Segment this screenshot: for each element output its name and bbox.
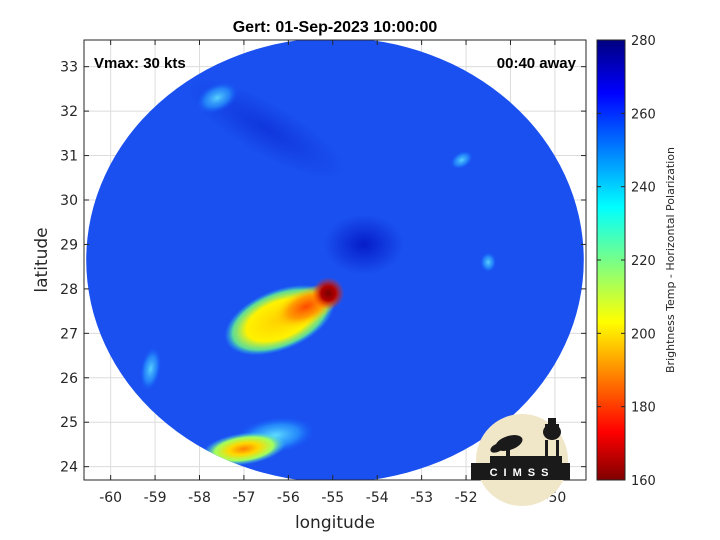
colorbar-tick-label: 220	[631, 254, 656, 269]
logo-banner	[471, 463, 570, 480]
y-axis-label: latitude	[32, 227, 52, 292]
y-tick-label: 29	[60, 237, 78, 253]
y-tick-label: 28	[60, 282, 78, 298]
x-tick-label: -53	[410, 490, 433, 506]
y-tick-label: 33	[60, 60, 78, 76]
colorbar-tick-label: 260	[631, 107, 656, 122]
x-tick-label: -54	[366, 490, 389, 506]
y-tick-label: 27	[60, 326, 78, 342]
x-tick-label: -58	[188, 490, 211, 506]
logo-silhouette-icon	[490, 418, 562, 464]
y-tick-label: 31	[60, 149, 78, 165]
west-patch	[140, 347, 162, 391]
x-tick-label: -57	[232, 490, 255, 506]
y-tick-label: 32	[60, 104, 78, 120]
x-axis-label: longitude	[295, 513, 375, 533]
x-tick-label: -59	[144, 490, 167, 506]
convective-core	[312, 277, 345, 310]
x-tick-label: -60	[99, 490, 122, 506]
colorbar-tick-label: 180	[631, 401, 656, 416]
plot-frame	[83, 39, 587, 481]
colorbar-ticks: 160 180 200 220 240 260 280	[597, 34, 656, 489]
y-tick-label: 24	[60, 460, 78, 476]
colorbar	[597, 40, 625, 480]
colorbar-tick-label: 160	[631, 474, 656, 489]
chart-title: Gert: 01-Sep-2023 10:00:00	[233, 19, 438, 36]
time-away-annotation: 00:40 away	[497, 55, 577, 72]
x-tick-label: -52	[455, 490, 478, 506]
colorbar-label: Brightness Temp - Horizontal Polarizatio…	[664, 147, 677, 373]
y-tick-label: 26	[60, 371, 78, 387]
y-axis-ticks: 24 25 26 27 28 29 30 31 32 33	[60, 60, 586, 476]
dark-region	[323, 214, 404, 275]
northeast-patch	[450, 150, 473, 170]
x-tick-label: -55	[321, 490, 344, 506]
vmax-annotation: Vmax: 30 kts	[94, 55, 186, 72]
northwest-patch	[196, 82, 239, 114]
y-tick-label: 25	[60, 415, 78, 431]
cimss-logo: CIMSS	[471, 414, 570, 506]
colorbar-tick-label: 200	[631, 327, 656, 342]
colorbar-tick-label: 280	[631, 34, 656, 49]
east-patch	[480, 252, 497, 273]
southern-cluster	[202, 432, 286, 466]
logo-text: CIMSS	[490, 467, 555, 479]
colorbar-tick-label: 240	[631, 181, 656, 196]
x-tick-label: -56	[277, 490, 300, 506]
swath-features	[140, 78, 497, 466]
y-tick-label: 30	[60, 193, 78, 209]
